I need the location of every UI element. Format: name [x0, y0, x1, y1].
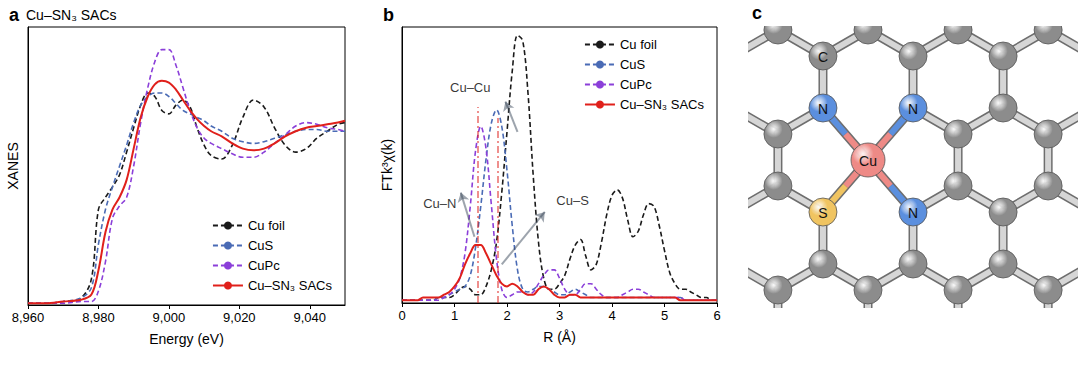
svg-text:8,980: 8,980: [82, 310, 115, 325]
svg-text:CuS: CuS: [620, 57, 646, 72]
svg-text:0: 0: [398, 308, 405, 323]
svg-text:Cu foil: Cu foil: [620, 37, 657, 52]
svg-text:5: 5: [661, 308, 668, 323]
svg-text:2: 2: [503, 308, 510, 323]
svg-text:9,040: 9,040: [294, 310, 327, 325]
svg-text:6: 6: [713, 308, 720, 323]
svg-text:R (Å): R (Å): [543, 329, 576, 345]
svg-text:N: N: [818, 101, 828, 117]
svg-text:Cu–S: Cu–S: [556, 193, 589, 208]
svg-text:Cu–SN₃ SACs: Cu–SN₃ SACs: [26, 7, 117, 23]
svg-text:Cu–Cu: Cu–Cu: [450, 80, 490, 95]
svg-text:Cu–SN₃ SACs: Cu–SN₃ SACs: [620, 97, 705, 112]
svg-text:1: 1: [451, 308, 458, 323]
svg-text:CuS: CuS: [248, 238, 274, 253]
svg-text:CuPc: CuPc: [248, 258, 280, 273]
svg-text:C: C: [818, 49, 828, 65]
svg-text:9,020: 9,020: [223, 310, 256, 325]
svg-text:Cu–N: Cu–N: [423, 196, 456, 211]
svg-text:FTk³χ(k): FTk³χ(k): [379, 139, 395, 191]
svg-text:N: N: [908, 101, 918, 117]
svg-text:a: a: [9, 5, 20, 25]
svg-text:b: b: [383, 5, 394, 25]
svg-text:c: c: [752, 3, 762, 23]
svg-text:Energy (eV): Energy (eV): [149, 331, 224, 347]
svg-text:CuPc: CuPc: [620, 77, 652, 92]
svg-text:Cu: Cu: [859, 153, 877, 169]
svg-text:Cu–SN₃ SACs: Cu–SN₃ SACs: [248, 278, 333, 293]
svg-text:N: N: [908, 205, 918, 221]
svg-text:3: 3: [556, 308, 563, 323]
svg-text:Cu foil: Cu foil: [248, 218, 285, 233]
svg-text:S: S: [818, 205, 827, 221]
svg-text:4: 4: [608, 308, 615, 323]
svg-text:8,960: 8,960: [12, 310, 45, 325]
svg-text:XANES: XANES: [5, 142, 21, 189]
svg-text:9,000: 9,000: [153, 310, 186, 325]
